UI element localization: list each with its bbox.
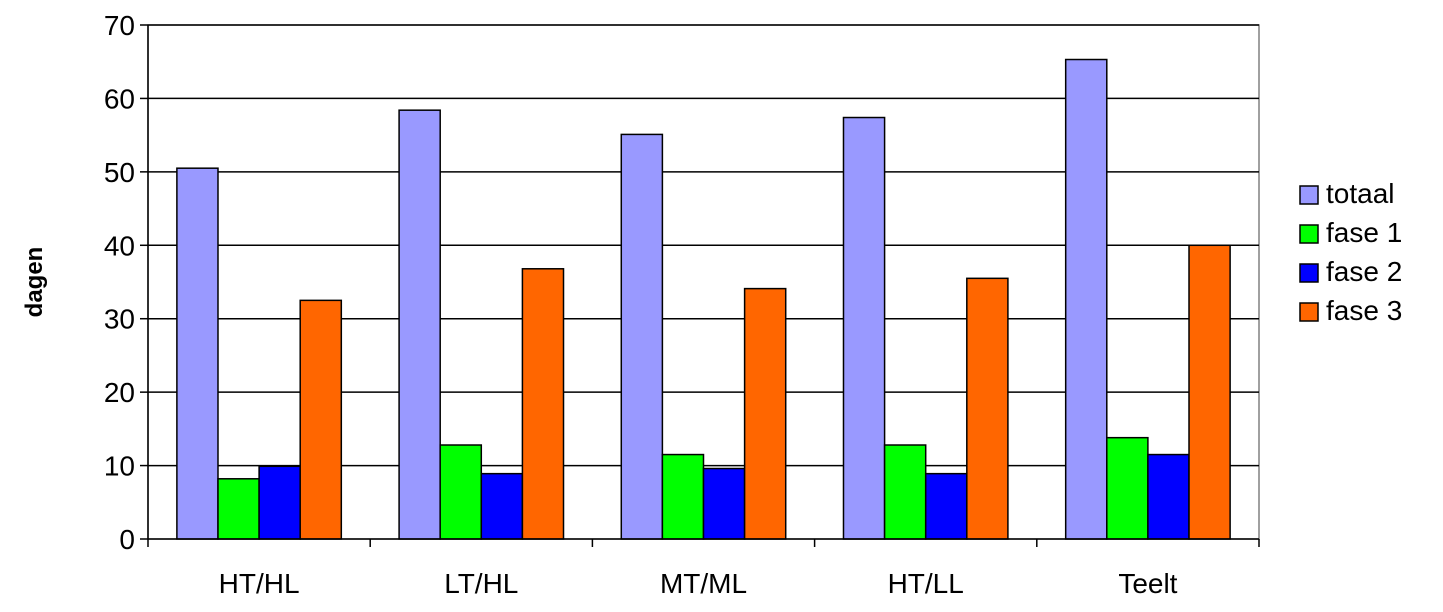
bar-fase-3-lt-hl — [521, 268, 565, 540]
bar-fase-3-mt-ml — [743, 287, 787, 540]
bars — [176, 58, 1231, 540]
bar-fase-3-ht-hl — [299, 299, 343, 540]
y-tick-labels: 0 10 20 30 40 50 60 70 — [104, 10, 135, 555]
legend-label: totaal — [1326, 178, 1395, 209]
bar-fase-2-teelt — [1147, 453, 1190, 540]
bar-fase-2-mt-ml — [702, 467, 746, 540]
legend-swatch — [1299, 263, 1319, 283]
bar-totaal-ht-hl — [176, 167, 219, 540]
bar-fase-2-lt-hl — [480, 472, 524, 540]
legend-label: fase 1 — [1326, 217, 1402, 248]
x-tick-labels: HT/HL LT/HL MT/ML HT/LL Teelt — [219, 568, 1178, 599]
axes — [140, 24, 1260, 547]
y-tick-label: 70 — [104, 10, 135, 41]
y-tick-label: 60 — [104, 83, 135, 114]
x-tick-label: HT/HL — [219, 568, 300, 599]
x-tick-label: LT/HL — [444, 568, 518, 599]
legend-swatch — [1299, 185, 1319, 205]
legend-swatch — [1299, 302, 1319, 322]
y-tick-label: 50 — [104, 157, 135, 188]
y-axis-label: dagen — [21, 247, 48, 318]
bar-fase-2-ht-hl — [258, 465, 301, 540]
x-tick-label: HT/LL — [888, 568, 964, 599]
y-tick-label: 20 — [104, 377, 135, 408]
bar-fase-1-teelt — [1106, 436, 1149, 540]
bar-totaal-ht-ll — [842, 116, 886, 540]
bar-fase-1-ht-ll — [883, 444, 927, 540]
legend-swatch — [1299, 224, 1319, 244]
legend: totaal fase 1 fase 2 fase 3 — [1299, 178, 1402, 326]
bar-fase-3-ht-ll — [966, 277, 1009, 540]
y-tick-label: 10 — [104, 451, 135, 482]
legend-label: fase 3 — [1326, 295, 1402, 326]
bar-fase-2-ht-ll — [924, 472, 968, 540]
y-tick-label: 40 — [104, 230, 135, 261]
legend-label: fase 2 — [1326, 256, 1402, 287]
bar-fase-1-lt-hl — [439, 444, 483, 540]
bar-totaal-lt-hl — [398, 109, 441, 540]
bar-totaal-teelt — [1064, 58, 1108, 540]
x-tick-label: Teelt — [1118, 568, 1177, 599]
y-tick-label: 0 — [119, 524, 135, 555]
bar-fase-1-ht-hl — [217, 478, 260, 540]
bar-fase-3-teelt — [1188, 244, 1231, 540]
x-tick-label: MT/ML — [660, 568, 747, 599]
bar-fase-1-mt-ml — [661, 453, 705, 540]
y-tick-label: 30 — [104, 304, 135, 335]
bar-totaal-mt-ml — [620, 133, 664, 540]
